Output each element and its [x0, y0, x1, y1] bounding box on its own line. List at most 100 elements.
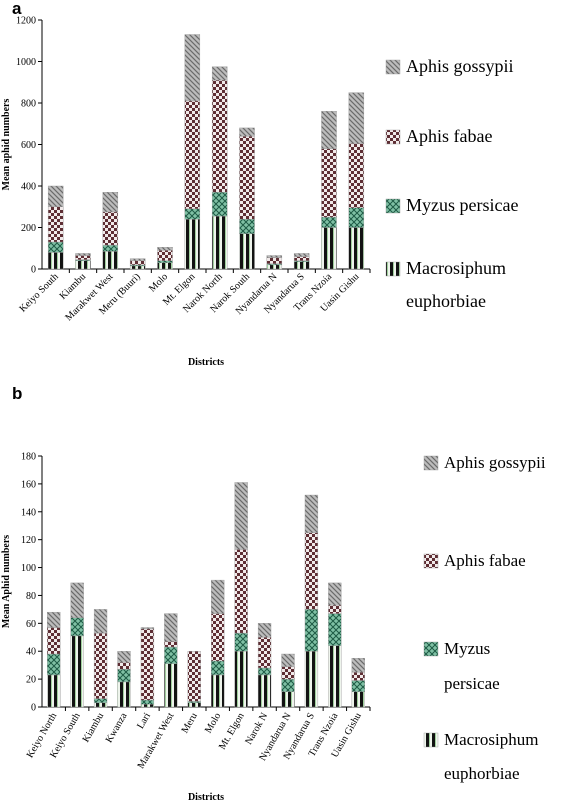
- y-axis-title: Mean Aphid numbers: [1, 535, 12, 628]
- bar-aphis-gossypii: [129, 258, 146, 261]
- legend-swatch-macrosiphum-euphorbiae: [423, 732, 439, 748]
- bar-aphis-fabae: [257, 637, 272, 669]
- bar-macrosiphum-euphorbiae: [257, 674, 272, 708]
- legend-label-macrosiphum-euphorbiae: Macrosiphum: [406, 258, 506, 278]
- bar-macrosiphum-euphorbiae: [164, 663, 178, 708]
- bar-macrosiphum-euphorbiae: [129, 265, 146, 270]
- bar-myzus-persicae: [184, 208, 201, 220]
- bar-aphis-gossypii: [47, 611, 61, 628]
- bar-aphis-gossypii: [257, 623, 272, 638]
- bar-macrosiphum-euphorbiae: [187, 702, 201, 708]
- bar-myzus-persicae: [351, 680, 365, 692]
- bar-macrosiphum-euphorbiae: [348, 227, 365, 270]
- bar-aphis-fabae: [47, 627, 61, 655]
- bar-aphis-gossypii: [211, 579, 225, 614]
- legend-label-myzus-persicae: Myzus persicae: [406, 195, 518, 215]
- y-tick-label: 60: [26, 619, 36, 630]
- x-tick-label: Molo: [203, 711, 223, 735]
- bar-aphis-gossypii: [47, 185, 64, 207]
- legend-swatch-myzus-persicae: [385, 198, 401, 214]
- x-axis-title: Districts: [188, 357, 224, 368]
- bar-aphis-gossypii: [328, 582, 342, 606]
- bar-aphis-fabae: [304, 532, 319, 610]
- bar-myzus-persicae: [47, 653, 61, 676]
- bar-myzus-persicae: [140, 699, 155, 705]
- y-tick-label: 200: [21, 223, 36, 234]
- x-tick-label: Lari: [135, 711, 153, 731]
- bar-myzus-persicae: [304, 609, 319, 652]
- y-tick-label: 20: [26, 675, 36, 686]
- legend-label-aphis-gossypii: Aphis gossypii: [444, 453, 546, 472]
- x-axis-title: Districts: [188, 792, 224, 803]
- x-tick-label: Kwanza: [104, 711, 130, 745]
- bar-aphis-fabae: [184, 100, 201, 210]
- bar-aphis-fabae: [348, 143, 365, 208]
- bar-macrosiphum-euphorbiae: [70, 635, 84, 708]
- panel-label: b: [12, 384, 22, 403]
- bar-myzus-persicae: [211, 660, 225, 676]
- bar-myzus-persicae: [157, 260, 173, 263]
- legend-swatch-aphis-gossypii: [385, 59, 401, 75]
- bar-myzus-persicae: [211, 192, 228, 217]
- legend-label-aphis-fabae: Aphis fabae: [406, 126, 492, 146]
- bar-aphis-fabae: [328, 605, 342, 614]
- bar-aphis-fabae: [239, 135, 255, 220]
- y-tick-label: 0: [31, 265, 36, 276]
- panel-label: a: [12, 0, 22, 18]
- bar-aphis-gossypii: [140, 627, 155, 630]
- legend-label-macrosiphum-euphorbiae: euphorbiae: [444, 764, 520, 783]
- bar-myzus-persicae: [117, 669, 131, 683]
- bar-aphis-gossypii: [293, 253, 310, 257]
- bar-macrosiphum-euphorbiae: [47, 252, 64, 270]
- bar-macrosiphum-euphorbiae: [304, 651, 319, 708]
- bar-aphis-gossypii: [266, 255, 283, 258]
- bar-macrosiphum-euphorbiae: [184, 218, 201, 270]
- bar-aphis-gossypii: [93, 609, 108, 634]
- bar-myzus-persicae: [102, 244, 119, 252]
- bar-macrosiphum-euphorbiae: [351, 691, 365, 708]
- bar-aphis-gossypii: [234, 482, 248, 550]
- bar-aphis-gossypii: [164, 613, 178, 642]
- y-tick-label: 120: [21, 535, 36, 546]
- legend-label-macrosiphum-euphorbiae: Macrosiphum: [444, 730, 538, 749]
- bar-aphis-gossypii: [70, 582, 84, 618]
- bar-myzus-persicae: [234, 632, 248, 652]
- legend-label-aphis-fabae: Aphis fabae: [444, 551, 526, 570]
- legend-label-aphis-gossypii: Aphis gossypii: [406, 56, 514, 76]
- bar-aphis-gossypii: [75, 253, 91, 256]
- bar-macrosiphum-euphorbiae: [266, 264, 283, 270]
- legend-label-myzus-persicae: persicae: [444, 674, 500, 693]
- bar-macrosiphum-euphorbiae: [117, 681, 131, 708]
- legend-swatch-aphis-gossypii: [423, 455, 439, 471]
- y-tick-label: 0: [31, 703, 36, 714]
- x-tick-label: Meru: [180, 711, 200, 735]
- bar-macrosiphum-euphorbiae: [328, 645, 342, 708]
- y-tick-label: 1200: [16, 16, 36, 27]
- bar-aphis-fabae: [140, 628, 155, 701]
- bar-macrosiphum-euphorbiae: [102, 251, 119, 270]
- bar-myzus-persicae: [239, 218, 255, 234]
- bar-aphis-fabae: [102, 211, 119, 246]
- bar-aphis-fabae: [75, 255, 91, 260]
- y-tick-label: 600: [21, 140, 36, 151]
- legend-swatch-aphis-fabae: [385, 129, 401, 145]
- bar-aphis-fabae: [164, 641, 178, 648]
- bar-aphis-gossypii: [281, 653, 295, 667]
- bar-macrosiphum-euphorbiae: [211, 674, 225, 708]
- bar-aphis-fabae: [93, 632, 108, 699]
- x-tick-label: Kiambu: [81, 711, 107, 744]
- bar-aphis-fabae: [321, 148, 337, 218]
- bar-aphis-gossypii: [102, 192, 119, 213]
- bar-aphis-fabae: [293, 256, 310, 261]
- legend-swatch-macrosiphum-euphorbiae: [385, 261, 401, 277]
- y-tick-label: 100: [21, 563, 36, 574]
- bar-aphis-gossypii: [321, 111, 337, 149]
- legend-label-macrosiphum-euphorbiae: euphorbiae: [406, 291, 486, 311]
- y-tick-label: 140: [21, 507, 36, 518]
- y-tick-label: 400: [21, 182, 36, 193]
- y-tick-label: 180: [21, 452, 36, 463]
- legend-swatch-myzus-persicae: [423, 641, 439, 657]
- bar-aphis-fabae: [157, 250, 173, 261]
- bar-macrosiphum-euphorbiae: [321, 227, 337, 270]
- bar-macrosiphum-euphorbiae: [234, 651, 248, 708]
